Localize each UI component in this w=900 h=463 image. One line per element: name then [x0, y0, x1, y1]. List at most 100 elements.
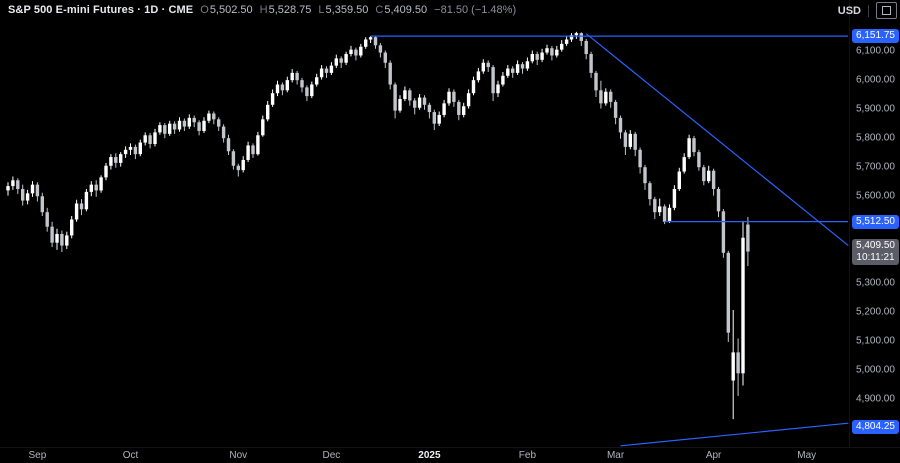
candle-down	[212, 113, 216, 120]
trendline[interactable]	[620, 422, 849, 447]
badge-price: 4,804.25	[856, 421, 895, 433]
chart-legend[interactable]: S&P 500 E-mini Futures · 1D · CME O5,502…	[8, 4, 516, 16]
candle-up	[246, 145, 250, 160]
price-line-badge: 6,151.75	[852, 29, 899, 44]
symbol-title[interactable]: S&P 500 E-mini Futures · 1D · CME	[8, 4, 194, 16]
low-value: L5,359.50	[318, 4, 368, 16]
candle-up	[530, 54, 534, 62]
time-axis-label: Oct	[122, 450, 139, 461]
candle-up	[187, 117, 191, 127]
candle-up	[285, 80, 289, 91]
candle-up	[266, 104, 270, 120]
candle-down	[373, 37, 378, 46]
candle-up	[74, 203, 79, 220]
candle-up	[11, 180, 15, 187]
candle-down	[251, 145, 255, 155]
candle-down	[16, 180, 20, 189]
candle-down	[520, 64, 525, 69]
candle-down	[378, 45, 383, 53]
time-axis[interactable]: Sep Oct Nov Dec 2025 Feb Mar Apr May	[0, 447, 900, 463]
candle-up	[30, 184, 35, 194]
currency-label[interactable]: USD	[837, 4, 861, 17]
candle-up	[329, 65, 334, 73]
candle-down	[182, 120, 187, 127]
candle-down	[594, 72, 598, 91]
candle-up	[658, 206, 662, 213]
candle-up	[270, 93, 275, 105]
candle-up	[143, 135, 147, 143]
candle-down	[226, 138, 231, 152]
candle-down	[94, 184, 98, 191]
high-number: 5,528.75	[268, 4, 312, 16]
candle-down	[114, 157, 118, 163]
candle-up	[315, 77, 319, 85]
candle-down	[486, 62, 490, 68]
trendline[interactable]	[585, 33, 849, 247]
candle-up	[359, 46, 363, 56]
candle-up	[545, 48, 549, 53]
corner-button[interactable]	[876, 2, 897, 19]
candle-down	[599, 90, 603, 104]
candle-down	[35, 184, 40, 197]
candle-up	[442, 103, 446, 115]
candle-up	[555, 49, 559, 56]
candle-up	[344, 54, 348, 63]
candle-up	[70, 219, 74, 236]
candle-down	[457, 101, 461, 115]
candle-up	[364, 39, 368, 47]
price-tick-label: 6,000.00	[856, 74, 895, 86]
candle-down	[716, 188, 721, 212]
candle-up	[447, 91, 451, 104]
close-number: 5,409.50	[384, 4, 428, 16]
candle-up	[319, 68, 324, 78]
candle-up	[707, 170, 711, 182]
candle-down	[643, 167, 647, 184]
candle-up	[55, 233, 59, 243]
candle-down	[148, 135, 152, 144]
candle-up	[104, 165, 108, 178]
candle-up	[506, 68, 510, 76]
candle-up	[682, 157, 686, 172]
candle-down	[638, 149, 642, 168]
candle-down	[609, 91, 613, 102]
price-axis[interactable]: 6,100.00 6,000.00 5,900.00 5,800.00 5,700.00…	[849, 0, 900, 447]
candle-up	[109, 157, 113, 166]
candle-up	[403, 90, 407, 100]
candle-down	[40, 196, 44, 213]
badge-price: 5,512.50	[856, 215, 895, 227]
candle-down	[408, 90, 412, 101]
price-tick-label: 5,900.00	[856, 103, 895, 115]
candle-down	[221, 126, 226, 139]
badge-price: 5,409.50	[856, 239, 895, 251]
price-tick-label: 5,200.00	[856, 306, 895, 318]
price-tick-label: 5,700.00	[856, 161, 895, 173]
price-tick-label: 5,600.00	[856, 190, 895, 202]
candle-down	[21, 188, 25, 201]
candle-up	[501, 75, 505, 85]
candle-down	[79, 203, 84, 210]
candle-down	[618, 117, 623, 133]
candle-up	[462, 106, 466, 115]
candle-down	[388, 62, 392, 85]
candle-down	[50, 226, 54, 243]
time-axis-label: Sep	[28, 450, 47, 461]
candle-up	[349, 49, 353, 55]
candle-up	[261, 119, 265, 136]
open-label: O	[200, 4, 209, 16]
candle-down	[653, 199, 657, 213]
time-axis-label: Dec	[322, 450, 341, 461]
price-tick-label: 5,800.00	[856, 132, 895, 144]
candle-up	[741, 237, 745, 374]
candle-down	[427, 104, 432, 113]
candle-up	[604, 91, 608, 104]
candle-up	[119, 154, 123, 163]
candle-down	[354, 49, 358, 56]
low-number: 5,359.50	[325, 4, 369, 16]
candle-down	[736, 352, 740, 374]
candle-up	[564, 39, 569, 44]
candle-up	[481, 62, 485, 72]
candle-down	[231, 151, 236, 166]
candle-up	[310, 84, 314, 97]
